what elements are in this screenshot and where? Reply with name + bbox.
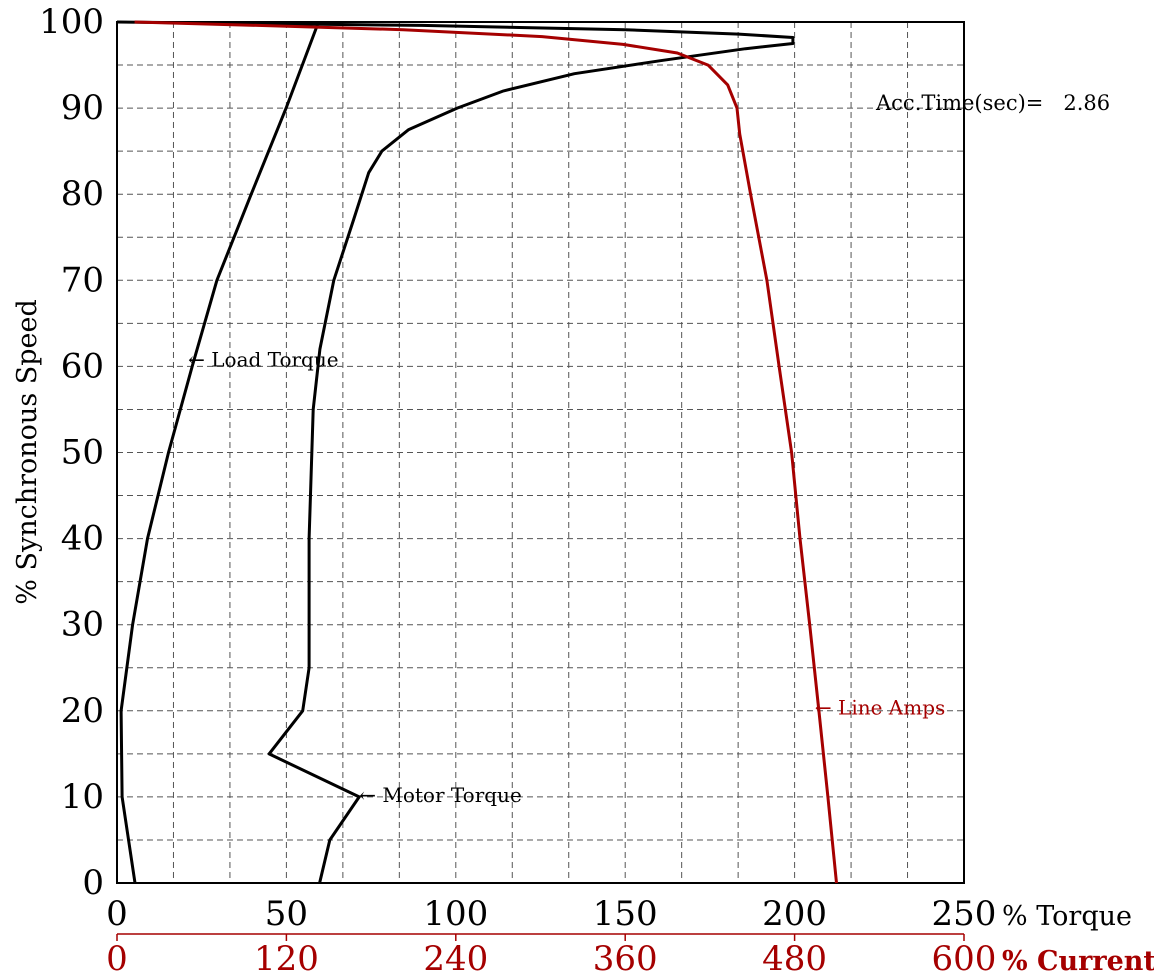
y-tick-label: 60 <box>61 346 104 386</box>
plot-frame <box>116 21 965 884</box>
current-tick-label: 120 <box>254 939 319 979</box>
y-tick-label: 10 <box>61 777 104 817</box>
current-axis-label: % Current <box>1002 946 1154 977</box>
series-layer <box>116 20 838 884</box>
axis-layer: 0 10 20 30 40 50 60 70 80 90 100 0 50 100 150 200 250 0 12… <box>12 2 1154 979</box>
torque-tick-label: 150 <box>593 894 658 934</box>
y-tick-label: 90 <box>61 88 104 128</box>
current-tick-label: 600 <box>932 939 997 979</box>
y-tick-label: 0 <box>82 863 104 903</box>
current-tick-label: 360 <box>593 939 658 979</box>
y-tick-label: 30 <box>61 605 104 645</box>
torque-tick-label: 0 <box>106 894 128 934</box>
load-torque-label: ← Load Torque <box>188 348 338 372</box>
y-tick-label: 50 <box>61 433 104 473</box>
y-tick-label: 40 <box>61 519 104 559</box>
line-amps-line <box>134 20 838 884</box>
y-tick-label: 20 <box>61 691 104 731</box>
y-tick-label: 80 <box>61 174 104 214</box>
y-axis-label: % Synchronous Speed <box>12 299 43 605</box>
motor-torque-label: ← Motor Torque <box>359 783 522 807</box>
current-tick-label: 240 <box>423 939 488 979</box>
grid <box>117 22 964 883</box>
y-tick-label: 70 <box>61 260 104 300</box>
current-tick-label: 480 <box>762 939 827 979</box>
label-layer: ← Load Torque ← Motor Torque ← Line Amps Ac… <box>188 91 1110 807</box>
motor-torque-line <box>116 20 795 884</box>
current-tick-label: 0 <box>106 939 128 979</box>
torque-tick-label: 100 <box>423 894 488 934</box>
y-tick-label: 100 <box>39 2 104 42</box>
load-torque-line <box>119 22 320 884</box>
torque-tick-label: 50 <box>265 894 308 934</box>
line-amps-label: ← Line Amps <box>815 695 945 719</box>
torque-tick-label: 200 <box>762 894 827 934</box>
torque-tick-label: 250 <box>932 894 997 934</box>
acceleration-time-annotation: Acc.Time(sec)= 2.86 <box>875 91 1110 115</box>
torque-axis-label: % Torque <box>1002 901 1132 932</box>
